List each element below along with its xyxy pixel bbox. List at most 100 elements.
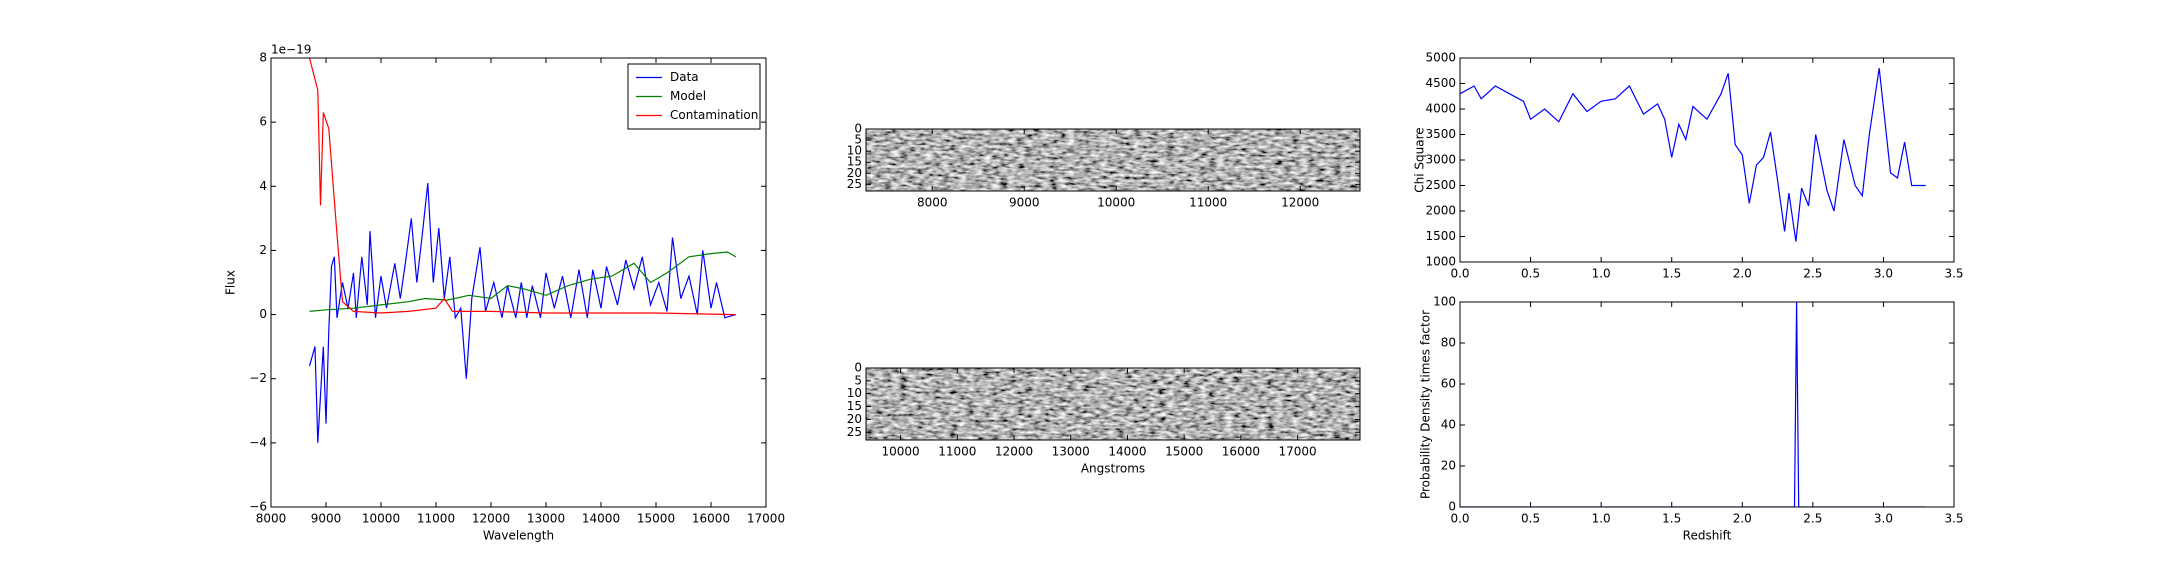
y-tick-label: 5 xyxy=(854,373,862,387)
y-tick-label: 0 xyxy=(854,122,862,136)
offset-text: 1e−19 xyxy=(271,43,311,57)
y-tick-label: 8 xyxy=(259,51,267,65)
x-tick-label: 1.0 xyxy=(1592,267,1611,281)
y-tick-label: 3000 xyxy=(1425,153,1456,167)
spectrum-image xyxy=(866,129,1360,191)
x-tick-label: 3.5 xyxy=(1944,267,1963,281)
x-tick-label: 14000 xyxy=(1108,445,1146,459)
x-tick-label: 2.0 xyxy=(1733,512,1752,526)
legend-label: Data xyxy=(670,70,699,84)
axes-frame xyxy=(1459,57,1955,263)
x-tick-label: 0.0 xyxy=(1450,512,1469,526)
y-axis-label: Probability Density times factor xyxy=(1419,310,1433,499)
x-tick-label: 3.5 xyxy=(1944,512,1963,526)
y-tick-label: 25 xyxy=(847,177,862,191)
y-tick-label: 0 xyxy=(259,307,267,321)
y-tick-label: 100 xyxy=(1433,295,1456,309)
y-axis-label: Flux xyxy=(224,270,238,295)
y-tick-label: −2 xyxy=(249,371,267,385)
y-tick-label: −6 xyxy=(249,500,267,514)
x-tick-label: 10000 xyxy=(362,512,400,526)
x-tick-label: 8000 xyxy=(256,512,287,526)
x-tick-label: 3.0 xyxy=(1874,512,1893,526)
x-tick-label: 11000 xyxy=(938,445,976,459)
x-tick-label: 9000 xyxy=(1009,196,1040,210)
y-tick-label: 2000 xyxy=(1425,204,1456,218)
series-line xyxy=(308,58,736,316)
x-tick-label: 0.5 xyxy=(1521,267,1540,281)
y-tick-label: 2 xyxy=(259,243,267,257)
axes-frame xyxy=(270,57,767,508)
x-tick-label: 16000 xyxy=(692,512,730,526)
y-tick-label: 2500 xyxy=(1425,178,1456,192)
x-tick-label: 16000 xyxy=(1222,445,1260,459)
x-tick-label: 17000 xyxy=(747,512,785,526)
y-tick-label: 20 xyxy=(847,166,862,180)
axes-frame xyxy=(865,367,1361,441)
y-tick-label: 60 xyxy=(1441,377,1456,391)
y-tick-label: 3500 xyxy=(1425,127,1456,141)
plot-area xyxy=(308,58,737,443)
x-tick-label: 0.0 xyxy=(1450,267,1469,281)
panel: 0.0 0.5 1.0 1.5 2.0 2.5 3.0 3.5 1000 1500 2000 2500… xyxy=(1413,51,1964,281)
y-tick-label: 0 xyxy=(854,361,862,375)
y-tick-label: 4 xyxy=(259,179,267,193)
x-tick-label: 3.0 xyxy=(1874,267,1893,281)
plot-area xyxy=(1460,68,1926,242)
x-tick-label: 13000 xyxy=(527,512,565,526)
panel: 10000 11000 12000 13000 14000 15000 16000 17000… xyxy=(847,361,1361,476)
x-axis-label: Wavelength xyxy=(483,529,554,543)
panel: 8000 9000 10000 11000 12000 13000 14000 15000 16… xyxy=(224,43,786,543)
y-tick-label: 15 xyxy=(847,399,862,413)
x-tick-label: 13000 xyxy=(1052,445,1090,459)
x-tick-label: 2.5 xyxy=(1803,512,1822,526)
y-tick-label: 20 xyxy=(1441,459,1456,473)
x-tick-label: 12000 xyxy=(1281,196,1319,210)
x-tick-label: 1.5 xyxy=(1662,512,1681,526)
x-axis-label: Angstroms xyxy=(1081,462,1145,476)
x-tick-label: 12000 xyxy=(995,445,1033,459)
x-tick-label: 1.0 xyxy=(1592,512,1611,526)
spectrum-image xyxy=(866,368,1360,440)
series-line xyxy=(309,251,737,312)
y-tick-label: 1000 xyxy=(1425,255,1456,269)
y-tick-label: 80 xyxy=(1441,336,1456,350)
y-tick-label: 4500 xyxy=(1425,76,1456,90)
legend-label: Contamination xyxy=(670,108,758,122)
x-tick-label: 2.0 xyxy=(1733,267,1752,281)
y-tick-label: 5000 xyxy=(1425,51,1456,65)
y-tick-label: 1500 xyxy=(1425,229,1456,243)
x-tick-label: 2.5 xyxy=(1803,267,1822,281)
axes-frame xyxy=(865,128,1361,192)
y-tick-label: 10 xyxy=(847,386,862,400)
x-tick-label: 17000 xyxy=(1279,445,1317,459)
x-tick-label: 1.5 xyxy=(1662,267,1681,281)
x-tick-label: 8000 xyxy=(917,196,948,210)
x-tick-label: 10000 xyxy=(882,445,920,459)
x-tick-label: 9000 xyxy=(311,512,342,526)
y-tick-label: −4 xyxy=(249,435,267,449)
x-axis-label: Redshift xyxy=(1683,529,1732,543)
x-tick-label: 11000 xyxy=(1189,196,1227,210)
x-tick-label: 14000 xyxy=(582,512,620,526)
y-tick-label: 4000 xyxy=(1425,102,1456,116)
x-tick-label: 10000 xyxy=(1097,196,1135,210)
legend: Data Model Contamination xyxy=(627,63,761,130)
y-tick-label: 10 xyxy=(847,144,862,158)
x-tick-label: 0.5 xyxy=(1521,512,1540,526)
y-tick-label: 0 xyxy=(1448,500,1456,514)
x-tick-label: 11000 xyxy=(417,512,455,526)
axes-frame xyxy=(1459,301,1955,508)
series-line xyxy=(1460,302,1926,507)
x-tick-label: 12000 xyxy=(472,512,510,526)
y-tick-label: 25 xyxy=(847,425,862,439)
y-tick-label: 5 xyxy=(854,133,862,147)
panel: 0.0 0.5 1.0 1.5 2.0 2.5 3.0 3.5 0 20 40 60 80 100 Reds… xyxy=(1419,295,1964,543)
x-tick-label: 15000 xyxy=(637,512,675,526)
series-line xyxy=(308,183,736,443)
plot-area xyxy=(1460,302,1926,507)
legend-label: Model xyxy=(670,89,706,103)
